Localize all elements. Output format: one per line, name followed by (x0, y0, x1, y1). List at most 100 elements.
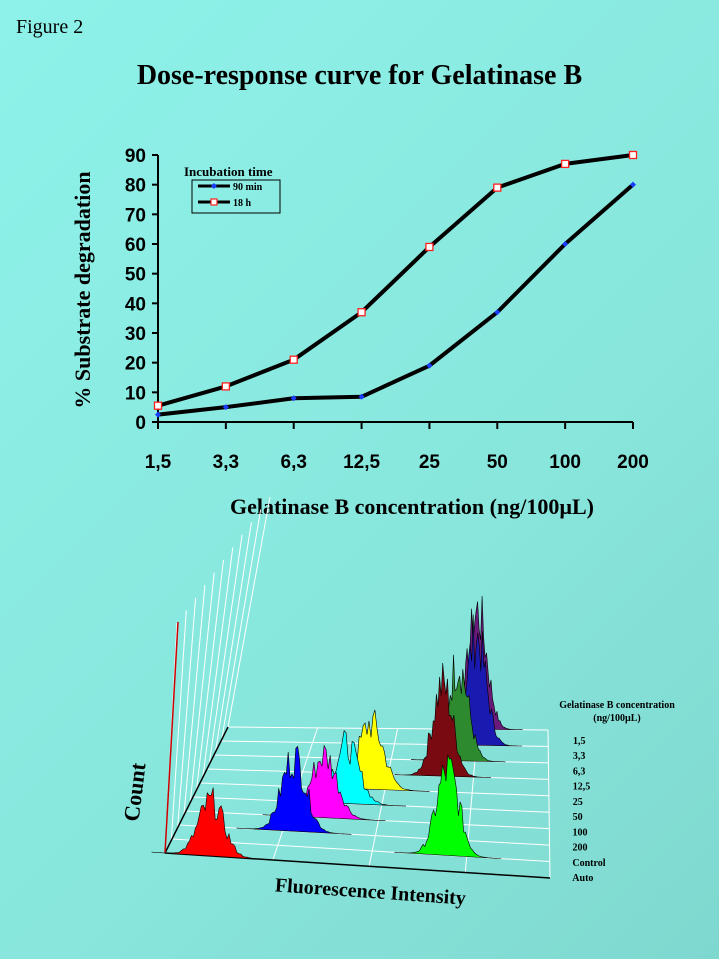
histogram-series-label: 200 (572, 843, 587, 854)
histogram-series-label: 25 (573, 797, 583, 808)
wall-line (177, 597, 197, 828)
y-tick-label: 40 (125, 294, 146, 315)
data-point (426, 362, 433, 369)
histogram-series-labels: 1,5 3,3 6,3 12,5 25 50 100 200 Control Auto (572, 736, 605, 884)
x-tick-labels: 1,5 3,3 6,3 12,5 25 50 100 200 (145, 452, 649, 473)
data-point (628, 150, 638, 160)
histogram-x-label: Fluorescence Intensity (274, 874, 466, 909)
floor-rail (178, 824, 550, 846)
floor-left-edge (164, 726, 229, 854)
legend-label-18h: 18 h (233, 198, 252, 209)
floor-rail (171, 838, 550, 863)
y-tick-label: 50 (125, 265, 146, 286)
legend-label-90min: 90 min (233, 182, 263, 193)
data-point (358, 393, 365, 400)
histogram-series-label: 3,3 (573, 751, 586, 762)
line-chart: 0 10 20 30 40 50 60 70 80 90 1,5 3,3 6,3 12,5 25 50 100… (70, 146, 649, 519)
histogram-peak-4 (312, 709, 430, 792)
floor-depth-line (464, 729, 479, 873)
x-tick-label: 200 (617, 452, 649, 473)
wall-line (183, 585, 206, 816)
x-axis-label: Gelatinase B concentration (ng/100µL) (230, 494, 594, 519)
x-tick-label: 50 (487, 452, 508, 473)
histogram-series-label: 1,5 (573, 736, 586, 747)
floor-rail (164, 852, 551, 879)
y-axis-label: % Substrate degradation (70, 171, 95, 408)
histogram-legend-title: Gelatinase B concentration (559, 700, 675, 711)
x-tick-label: 1,5 (145, 452, 172, 473)
legend-marker-90min (211, 183, 217, 189)
histogram-legend-unit: (ng/100µL) (593, 713, 640, 724)
legend-marker-18h (210, 198, 218, 206)
histogram-peak-9 (151, 787, 271, 861)
y-tick-labels: 0 10 20 30 40 50 60 70 80 90 (125, 146, 146, 434)
y-tick-label: 70 (125, 205, 146, 226)
x-tick-label: 25 (419, 452, 441, 473)
x-tick-label: 100 (549, 452, 581, 473)
histogram-peak-8 (394, 754, 502, 859)
histogram-peak-7 (236, 745, 352, 835)
line-chart-axes (152, 154, 634, 429)
wall-line (189, 572, 215, 803)
y-tick-label: 20 (125, 354, 146, 375)
wall-line (164, 622, 178, 854)
data-point (357, 308, 366, 317)
figure-label: Figure 2 (16, 16, 84, 38)
floor-depth-line (272, 727, 319, 861)
data-point (221, 382, 231, 391)
floor-depth-line (547, 729, 551, 879)
wall-line (221, 509, 262, 740)
floor-front-edge (164, 852, 551, 879)
histogram-series-label: 100 (573, 827, 588, 838)
x-tick-label: 3,3 (213, 452, 239, 473)
series-line-1 (157, 153, 634, 408)
floor-rail (213, 754, 549, 764)
x-tick-label: 12,5 (343, 452, 380, 473)
histogram-peak-3 (394, 662, 492, 778)
data-point (290, 395, 297, 402)
data-point (630, 181, 636, 188)
histogram-series-label: Control (572, 858, 605, 869)
wall-front-edge (164, 621, 179, 854)
floor-depth-line (368, 728, 399, 867)
wall-line (214, 522, 252, 753)
series-line-0 (157, 183, 635, 417)
floor-rail (206, 768, 549, 780)
line-series (153, 150, 638, 418)
histogram-frame (164, 496, 551, 879)
histogram-y-label: Count (119, 761, 151, 823)
legend-title: Incubation time (184, 164, 273, 179)
floor-rail (227, 726, 549, 731)
histogram-series-label: 12,5 (573, 782, 591, 793)
data-point (494, 309, 501, 316)
histogram-series-label: 50 (573, 812, 583, 823)
data-point (562, 241, 569, 247)
data-point (560, 159, 570, 169)
data-point (425, 242, 434, 252)
data-point (493, 183, 502, 192)
histogram-series-label: 6,3 (573, 766, 586, 777)
floor-rail (220, 740, 549, 747)
wall-line (170, 610, 187, 841)
floor-depth-line (164, 726, 229, 854)
histogram-peak-5 (285, 730, 407, 807)
legend: Incubation time 90 min 18 h (184, 164, 281, 214)
data-point (153, 401, 163, 410)
x-tick-label: 6,3 (281, 452, 307, 473)
data-point (222, 404, 229, 411)
y-tick-label: 0 (135, 413, 146, 434)
histogram-series-label: Auto (572, 873, 593, 884)
histogram-peak-0 (432, 595, 523, 731)
histogram-peak-2 (410, 654, 506, 763)
chart-title: Dose-response curve for Gelatinase B (136, 60, 583, 91)
floor-rail (192, 796, 550, 813)
histogram-peak-1 (429, 614, 523, 747)
histogram-peaks (151, 595, 523, 861)
y-tick-label: 10 (125, 383, 146, 404)
y-tick-label: 90 (125, 146, 146, 167)
legend-box (191, 179, 281, 214)
floor-rail (185, 810, 550, 830)
wall-line (202, 547, 234, 778)
data-point (155, 411, 161, 418)
wall-line (208, 534, 243, 765)
